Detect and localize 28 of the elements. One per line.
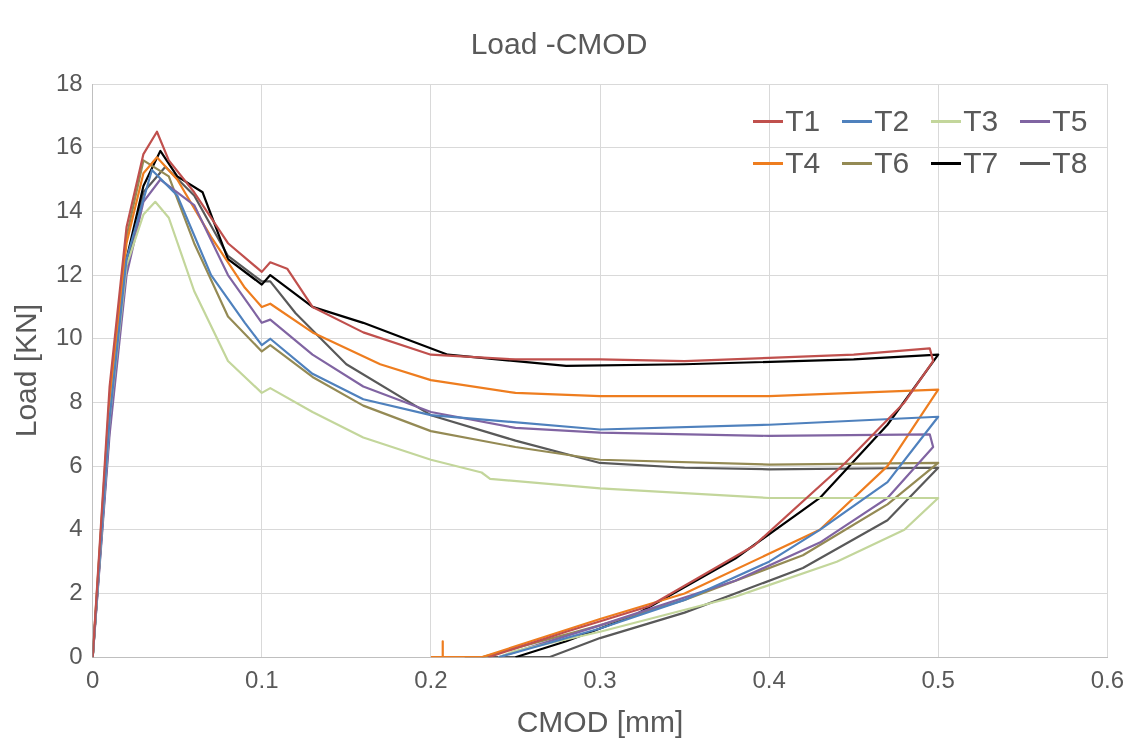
x-tick-label: 0.1 (245, 666, 279, 694)
legend-label: T8 (1052, 146, 1088, 180)
x-tick-label: 0.6 (1090, 666, 1125, 694)
y-tick-label: 4 (69, 514, 83, 542)
y-tick-label: 12 (55, 259, 83, 287)
x-axis-title: CMOD [mm] (516, 705, 684, 739)
x-tick-label: 0 (86, 666, 100, 694)
legend-label: T4 (785, 146, 821, 180)
y-tick-label: 10 (55, 323, 83, 351)
y-tick-label: 6 (69, 450, 83, 478)
x-tick-label: 0.2 (414, 666, 448, 694)
y-tick-label: 2 (69, 578, 83, 606)
legend-label: T5 (1052, 104, 1088, 138)
chart-title: Load -CMOD (470, 27, 648, 61)
legend-label: T1 (785, 104, 821, 138)
y-tick-label: 18 (55, 68, 83, 96)
x-tick-label: 0.5 (921, 666, 955, 694)
y-tick-label: 0 (69, 641, 83, 669)
y-axis-title: Load [KN] (9, 303, 43, 438)
legend-label: T3 (963, 104, 999, 138)
y-tick-label: 14 (55, 196, 83, 223)
legend-label: T7 (963, 146, 999, 180)
legend-label: T2 (874, 104, 910, 138)
y-tick-label: 8 (69, 387, 83, 415)
y-tick-label: 16 (55, 132, 83, 160)
legend-label: T6 (874, 146, 910, 180)
x-tick-label: 0.3 (583, 666, 617, 694)
x-tick-label: 0.4 (752, 666, 786, 694)
